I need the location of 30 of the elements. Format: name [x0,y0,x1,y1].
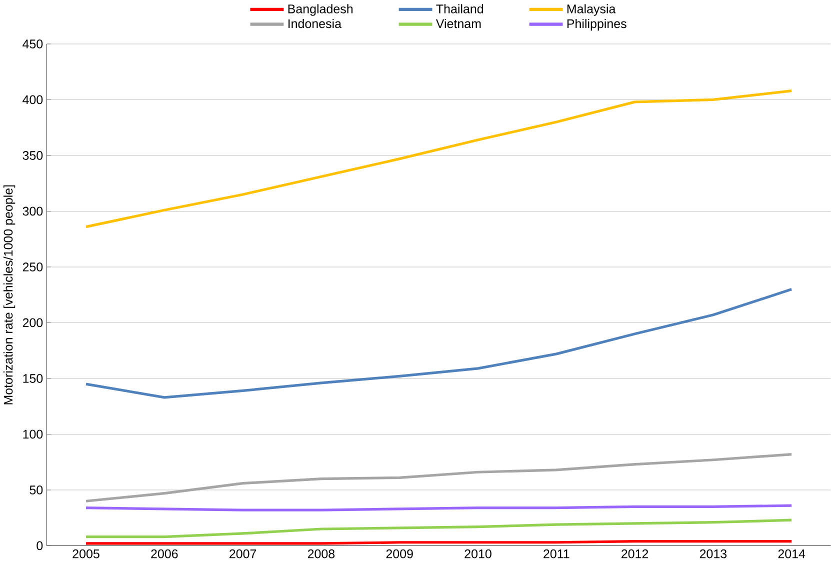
legend-label: Malaysia [567,4,616,16]
y-tick-label: 0 [36,541,43,550]
line-series [84,453,793,503]
x-tick-label: 2014 [778,550,806,558]
y-tick-label: 450 [22,40,43,49]
x-tick-label: 2007 [230,550,256,558]
x-tick-label: 2010 [464,550,492,558]
y-tick-label: 400 [22,95,43,104]
legend-label: Philippines [567,19,626,31]
y-axis-title: Motorization rate [vehicles/1000 people] [3,185,16,404]
x-tick-label: 2009 [386,550,413,558]
line-series [84,90,793,228]
x-tick-label: 2005 [72,550,100,558]
x-tick-label: 2011 [544,550,570,558]
x-tick-label: 2012 [622,550,648,558]
y-tick-label: 200 [22,318,43,328]
y-tick-label: 300 [22,206,43,216]
x-tick-label: 2013 [700,550,727,558]
legend-label: Indonesia [288,19,342,28]
y-tick-label: 150 [23,374,43,384]
legend-label: Thailand [436,4,484,14]
x-tick-label: 2006 [151,550,178,558]
y-tick-label: 100 [23,430,43,439]
legend-label: Bangladesh [288,4,353,16]
y-tick-label: 250 [22,262,43,272]
y-tick-label: 50 [30,486,43,495]
legend-label: Vietnam [436,19,481,28]
y-tick-label: 350 [22,151,43,160]
line-series [84,288,793,399]
x-tick-label: 2008 [308,550,335,558]
